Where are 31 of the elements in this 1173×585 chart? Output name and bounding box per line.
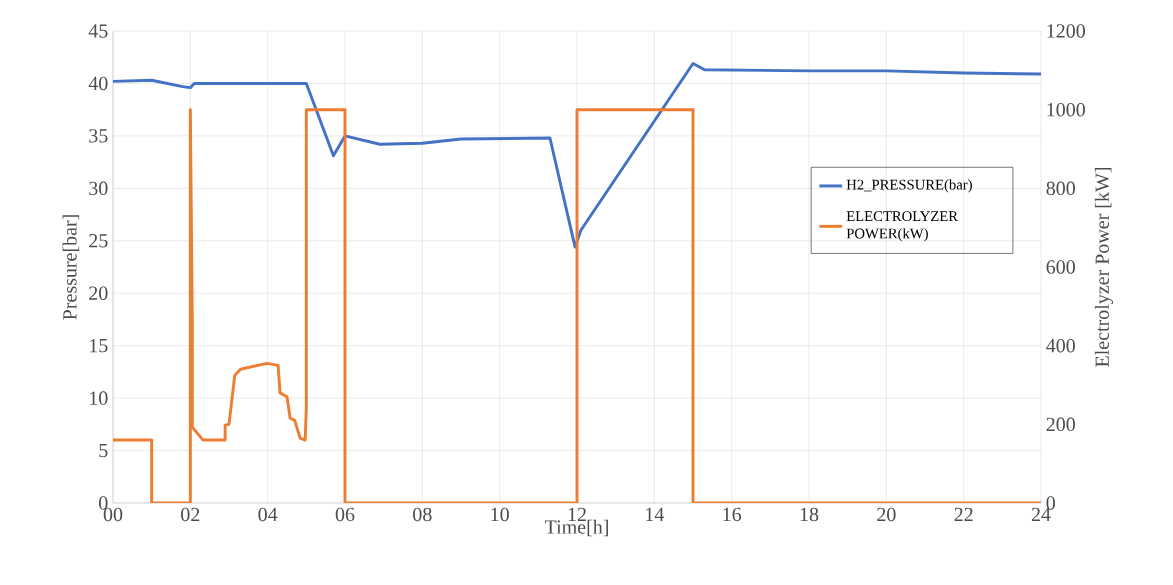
y-tick-label: 45 [88, 24, 108, 38]
y2-tick-label: 400 [1046, 338, 1075, 353]
y-tick-label: 5 [99, 443, 108, 458]
y-tick-label: 25 [89, 234, 108, 248]
x-tick-label: 02 [181, 507, 200, 522]
y-tick-label: 20 [89, 286, 108, 300]
y2-tick-label: 1200 [1047, 24, 1085, 38]
x-tick-label: 22 [954, 507, 973, 521]
legend-label: H2_PRESSURE(bar) [846, 179, 972, 193]
y-axis-title: Pressure[bar] [62, 215, 80, 320]
x-tick-label: 20 [877, 507, 896, 522]
y2-tick-label: 800 [1046, 181, 1075, 196]
y-tick-label: 35 [89, 129, 108, 143]
y-tick-label: 10 [90, 391, 108, 405]
y2-axis-title: Electrolyzer Power [kW] [1094, 167, 1114, 367]
y2-tick-label: 600 [1046, 260, 1075, 274]
x-tick-label: 14 [646, 507, 665, 521]
x-tick-label: 04 [258, 507, 278, 522]
y-tick-label: 40 [88, 76, 108, 91]
legend-label: ELECTROLYZER POWER(kW) [846, 211, 959, 242]
y-tick-label: 30 [89, 181, 108, 196]
y-tick-label: 15 [90, 338, 108, 353]
x-tick-label: 06 [335, 507, 355, 522]
x-tick-label: 08 [413, 507, 432, 522]
x-tick-label: 16 [723, 507, 742, 522]
y2-tick-label: 1000 [1047, 102, 1085, 117]
x-tick-label: 18 [800, 507, 819, 522]
x-tick-label: 12 [568, 507, 586, 521]
x-axis-title: Time[h] [544, 519, 608, 537]
x-tick-label: 10 [491, 507, 509, 522]
y2-tick-label: 200 [1046, 417, 1075, 432]
